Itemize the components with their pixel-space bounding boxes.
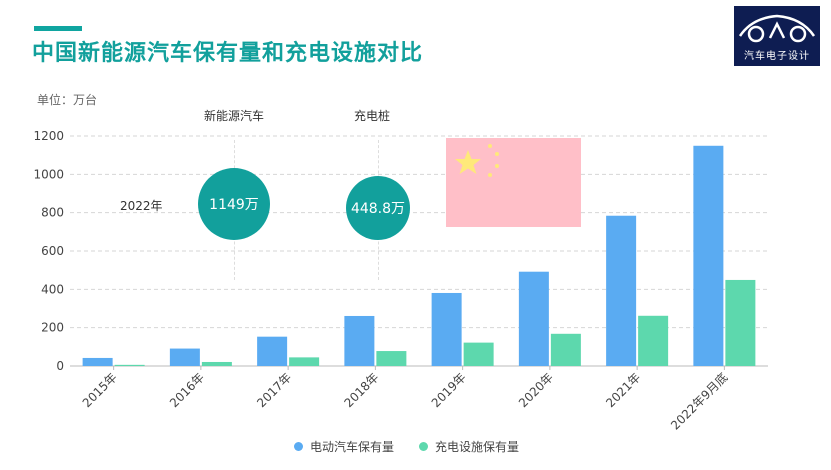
unit-label: 单位：万台 (37, 93, 98, 107)
y-tick-label: 1200 (33, 129, 64, 143)
bar-ev (82, 357, 113, 366)
x-tick-label: 2017年 (254, 370, 294, 410)
y-tick-label: 1000 (33, 167, 64, 181)
bar-ev (518, 271, 549, 366)
x-tick-label: 2016年 (167, 370, 207, 410)
x-tick-label: 2020年 (516, 370, 556, 410)
annotation-charger-value: 448.8万 (350, 201, 406, 217)
y-tick-label: 800 (41, 206, 64, 220)
annotation-year: 2022年 (120, 199, 163, 213)
bar-charger (725, 279, 756, 366)
china-flag-icon (446, 138, 581, 227)
y-tick-label: 600 (41, 244, 64, 258)
y-tick-label: 200 (41, 321, 64, 335)
logo-text: 汽车电子设计 (744, 51, 810, 62)
car-logo-icon (738, 14, 816, 43)
bar-ev (344, 315, 375, 366)
page-title: 中国新能源汽车保有量和充电设施对比 (32, 41, 424, 66)
x-tick-label: 2018年 (342, 370, 382, 410)
bar-ev (169, 348, 200, 366)
annotation-charger-circle: 448.8万 (346, 176, 410, 240)
legend-label-charger: 充电设施保有量 (435, 440, 520, 454)
x-tick-label: 2022年9月底 (667, 370, 730, 433)
x-tick-label: 2021年 (603, 370, 643, 410)
bar-charger (289, 357, 320, 366)
bar-ev (431, 292, 462, 366)
bar-charger (114, 364, 145, 366)
annotation-ev-circle: 1149万 (198, 168, 270, 240)
y-tick-label: 0 (56, 359, 64, 373)
legend-label-ev: 电动汽车保有量 (310, 440, 395, 454)
bar-charger (463, 342, 494, 366)
bar-charger (376, 351, 407, 366)
bar-charger (550, 333, 581, 366)
legend-item-charger[interactable]: 充电设施保有量 (419, 438, 519, 455)
bar-charger (638, 315, 669, 366)
bar-charger (201, 361, 232, 366)
title-accent-bar (34, 26, 82, 31)
annotation-charger-label: 充电桩 (354, 109, 391, 123)
bar-ev (606, 215, 637, 366)
annotation-ev-label: 新能源汽车 (204, 109, 265, 123)
y-tick-label: 400 (41, 282, 64, 296)
bar-ev (693, 145, 724, 366)
logo: 汽车电子设计 (734, 6, 820, 66)
legend-item-ev[interactable]: 电动汽车保有量 (294, 438, 394, 455)
legend-swatch-charger (419, 442, 428, 451)
legend-swatch-ev (294, 442, 303, 451)
x-tick-label: 2015年 (80, 370, 120, 410)
bar-ev (257, 336, 288, 366)
x-tick-label: 2019年 (429, 370, 469, 410)
annotation-ev-value: 1149万 (209, 197, 259, 213)
